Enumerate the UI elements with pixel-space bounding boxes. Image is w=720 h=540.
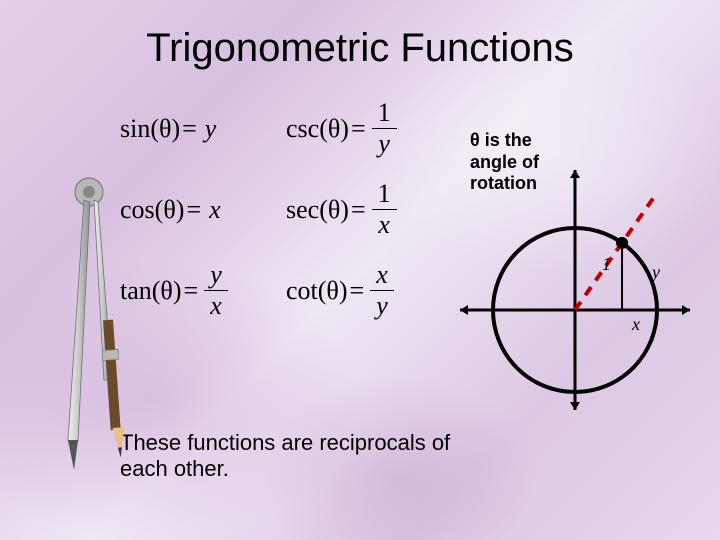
formula-cot-frac: x y — [370, 262, 394, 319]
frac-num: y — [204, 262, 228, 291]
formula-sec-lhs: sec(θ) — [286, 195, 349, 225]
formula-cos-lhs: cos(θ) — [120, 195, 184, 225]
formula-sec: sec(θ) = 1 x — [286, 181, 466, 238]
reciprocal-footnote: These functions are reciprocals of each … — [120, 430, 460, 482]
frac-den: x — [204, 291, 228, 319]
formula-sin: sin(θ) = y — [120, 114, 280, 144]
formula-cot: cot(θ) = x y — [286, 262, 466, 319]
frac-num: 1 — [372, 100, 397, 129]
formula-csc: csc(θ) = 1 y — [286, 100, 466, 157]
compass-icon — [54, 170, 124, 480]
frac-num: 1 — [372, 181, 397, 210]
svg-text:1: 1 — [602, 254, 611, 274]
frac-den: y — [372, 129, 396, 157]
eq: = — [351, 114, 366, 144]
formula-cos-rhs: x — [209, 195, 221, 225]
svg-text:y: y — [650, 262, 660, 282]
formula-sec-frac: 1 x — [372, 181, 397, 238]
frac-den: x — [372, 210, 396, 238]
formula-tan-lhs: tan(θ) — [120, 276, 182, 306]
frac-num: x — [370, 262, 394, 291]
slide-title: Trigonometric Functions — [0, 26, 720, 71]
formula-cot-lhs: cot(θ) — [286, 276, 348, 306]
eq: = — [184, 276, 199, 306]
formula-sin-rhs: y — [205, 114, 217, 144]
svg-text:x: x — [631, 314, 640, 334]
eq: = — [350, 276, 365, 306]
formula-csc-lhs: csc(θ) — [286, 114, 349, 144]
eq: = — [186, 195, 201, 225]
formula-tan: tan(θ) = y x — [120, 262, 280, 319]
formula-csc-frac: 1 y — [372, 100, 397, 157]
eq: = — [351, 195, 366, 225]
frac-den: y — [370, 291, 394, 319]
unit-circle-diagram: 1 y x — [450, 160, 700, 420]
eq: = — [182, 114, 197, 144]
formula-sin-lhs: sin(θ) — [120, 114, 180, 144]
formula-tan-frac: y x — [204, 262, 228, 319]
formulas-grid: sin(θ) = y csc(θ) = 1 y cos(θ) = x sec(θ… — [120, 100, 466, 319]
formula-cos: cos(θ) = x — [120, 195, 280, 225]
